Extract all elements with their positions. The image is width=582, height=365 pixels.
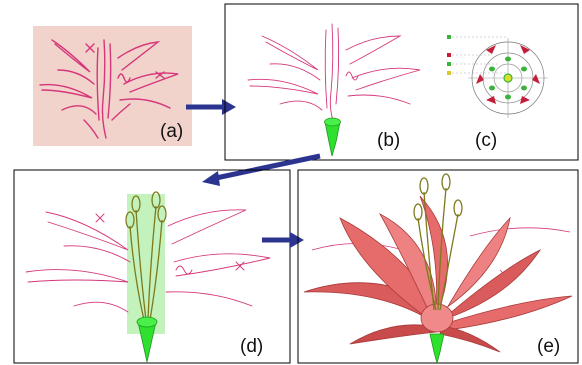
panel-e-frame	[297, 169, 579, 364]
petal-markers	[476, 45, 540, 104]
petals-3d	[303, 195, 573, 353]
sketch-strokes-d	[25, 209, 271, 313]
panel-c	[447, 35, 548, 118]
pistil-marker	[503, 73, 513, 83]
stamen-markers	[489, 56, 527, 100]
sketch-strokes-b	[247, 23, 421, 121]
arrow-d-to-e	[262, 232, 304, 248]
panel-label-e: (e)	[537, 336, 561, 357]
panel-e	[303, 173, 573, 365]
green-stem-b	[324, 117, 341, 157]
stamens-e	[413, 173, 463, 311]
green-stem-d	[136, 316, 158, 363]
panel-d	[25, 191, 271, 363]
panel-b	[247, 23, 421, 157]
panel-label-d: (d)	[240, 336, 264, 357]
stamens-d	[125, 191, 167, 321]
arrow-b-to-d	[202, 153, 321, 186]
panel-a	[33, 26, 192, 146]
sketch-strokes	[39, 39, 179, 139]
panel-d-frame	[13, 169, 291, 364]
legend-markers	[447, 35, 508, 75]
panel-label-b: (b)	[377, 130, 401, 151]
panel-bc-frame	[224, 3, 579, 161]
panel-label-a: (a)	[160, 121, 184, 142]
green-stem-e	[429, 333, 445, 365]
panel-label-c: (c)	[475, 130, 498, 151]
arrow-a-to-b	[186, 99, 236, 115]
